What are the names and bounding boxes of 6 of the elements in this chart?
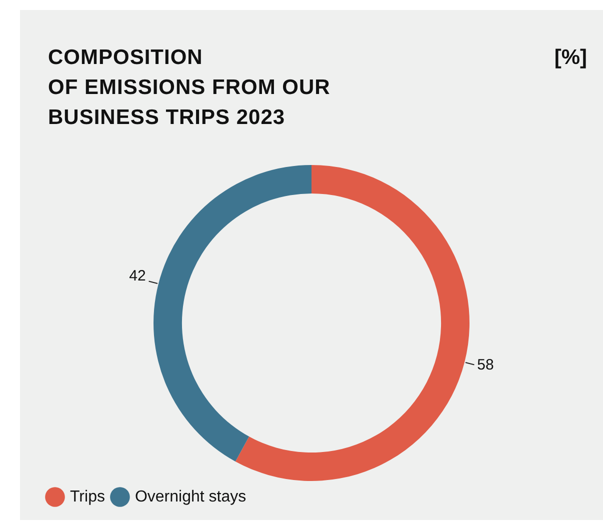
chart-title: COMPOSITION OF EMISSIONS FROM OUR BUSINESS TRIPS 2023 xyxy=(48,45,330,131)
text: [%] xyxy=(554,45,587,71)
legend-label: Overnight stays xyxy=(134,488,246,506)
data-label: 58 xyxy=(477,356,494,374)
data-label: 42 xyxy=(129,268,146,285)
legend-label: Trips xyxy=(70,488,105,506)
